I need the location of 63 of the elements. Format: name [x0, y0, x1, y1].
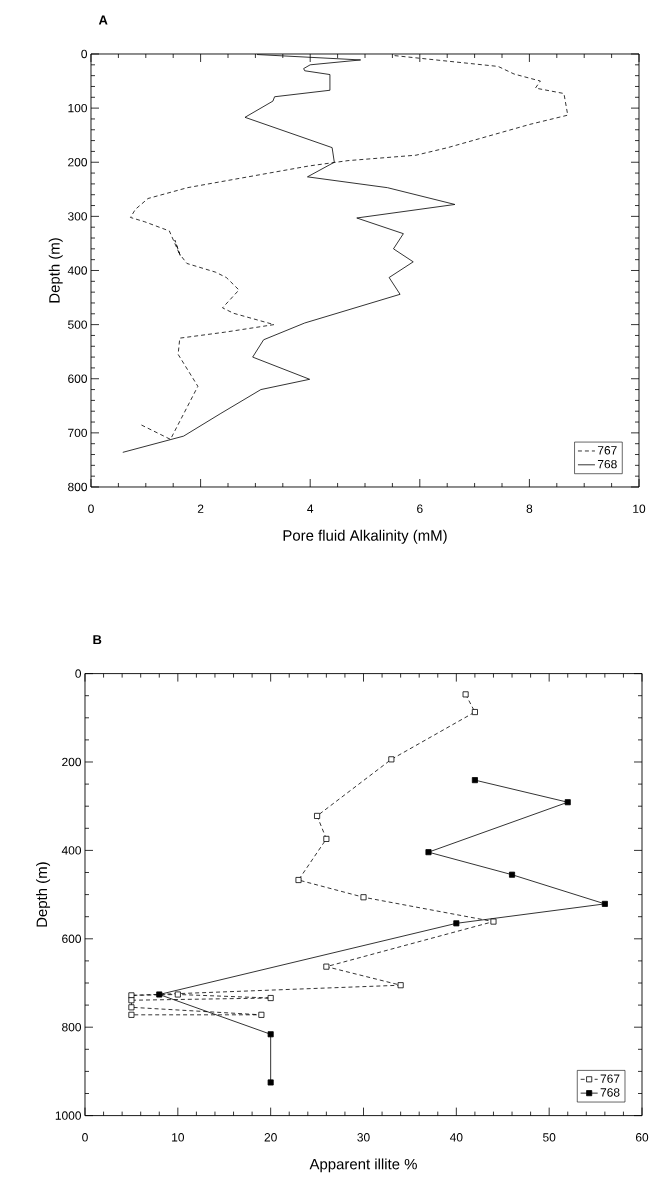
point — [128, 992, 135, 999]
x-tick-label: 2 — [197, 504, 204, 513]
point — [128, 997, 135, 1004]
point — [258, 1011, 265, 1018]
y-tick-label: 200 — [62, 757, 82, 767]
point — [267, 1079, 274, 1086]
y-tick-label: 300 — [68, 212, 88, 221]
x-tick-label: 50 — [543, 1133, 556, 1142]
point — [267, 995, 274, 1002]
chart-title: A — [98, 15, 108, 25]
point — [267, 1031, 274, 1038]
chart-title: B — [93, 635, 102, 645]
point — [462, 691, 469, 698]
point — [601, 900, 608, 907]
x-axis-title: Pore fluid Alkalinity (mM) — [283, 529, 447, 544]
y-tick-label: 600 — [62, 934, 82, 944]
x-tick-label: 20 — [264, 1133, 277, 1142]
legend-label: 768 — [600, 1088, 620, 1097]
y-tick-label: 500 — [68, 320, 88, 329]
point — [323, 835, 330, 842]
point — [425, 849, 432, 856]
point — [174, 991, 181, 998]
x-tick-label: 10 — [633, 504, 646, 513]
y-tick-label: 100 — [68, 103, 88, 113]
point — [295, 877, 302, 884]
x-tick-label: 10 — [172, 1133, 185, 1142]
x-tick-label: 4 — [307, 504, 314, 513]
point — [509, 871, 516, 878]
point — [128, 1011, 135, 1018]
y-tick-label: 700 — [68, 428, 88, 438]
y-tick-label: 0 — [75, 669, 82, 678]
point — [564, 799, 571, 806]
y-tick-label: 0 — [81, 49, 88, 59]
x-tick-label: 8 — [526, 504, 533, 513]
point — [156, 991, 163, 998]
y-tick-label: 600 — [68, 374, 88, 383]
x-tick-label: 6 — [417, 504, 423, 513]
point — [314, 812, 321, 819]
y-tick-label: 1000 — [55, 1111, 82, 1120]
point — [471, 777, 478, 784]
x-tick-label: 30 — [357, 1133, 370, 1142]
legend-label: 768 — [597, 459, 617, 469]
point — [471, 709, 478, 716]
x-tick-label: 40 — [449, 1133, 463, 1142]
legend-label: 767 — [597, 446, 617, 455]
point — [360, 894, 367, 901]
y-tick-label: 800 — [62, 1022, 82, 1032]
y-axis-title: Depth (m) — [36, 862, 51, 927]
point — [323, 963, 330, 970]
point — [397, 982, 404, 989]
point — [128, 1004, 135, 1011]
y-tick-label: 800 — [68, 482, 88, 492]
point — [388, 756, 395, 763]
x-tick-label: 60 — [635, 1133, 649, 1142]
legend-label: 767 — [600, 1074, 620, 1083]
y-tick-label: 400 — [61, 846, 82, 855]
y-tick-label: 400 — [67, 266, 88, 275]
point — [453, 920, 460, 927]
y-tick-label: 200 — [68, 158, 88, 167]
y-axis-title: Depth (m) — [48, 238, 63, 303]
point — [490, 918, 497, 925]
x-axis-title: Apparent illite % — [309, 1158, 417, 1173]
x-tick-label: 0 — [88, 504, 94, 513]
